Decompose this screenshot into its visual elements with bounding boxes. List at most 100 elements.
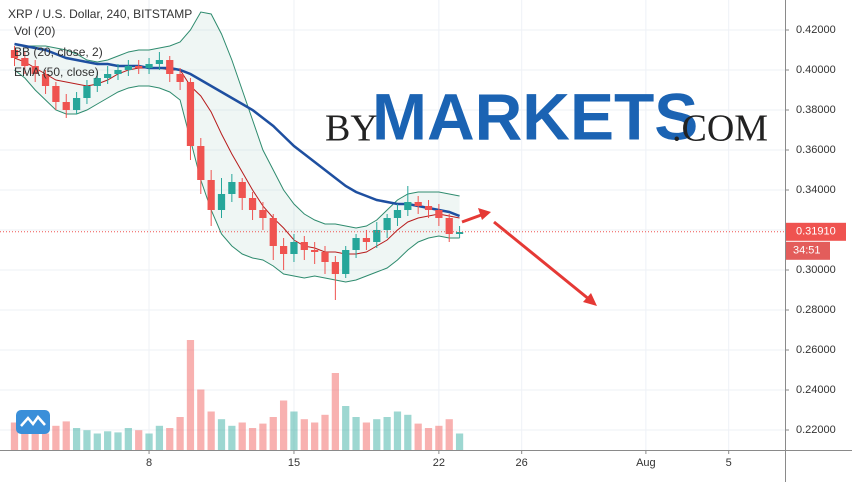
watermark: BY MARKETS .COM [325,79,768,153]
candle-body [207,180,215,210]
bollinger-lower [14,69,460,283]
candle-body [10,50,19,58]
last-price-label: 0.31910 [796,226,836,238]
volume-bar [93,433,101,450]
candle-body [393,210,402,218]
y-tick-label: 0.38000 [796,104,836,116]
x-tick-label: 15 [288,457,300,469]
candle-body [259,210,267,218]
volume-bar [114,432,122,450]
volume-bar [124,428,132,450]
candle-body [383,218,391,230]
volume-bar [259,423,267,450]
candle-body [72,98,81,110]
arrow-up [461,212,485,224]
last-price-box [786,222,846,241]
candle-body [279,246,288,254]
bollinger-basis [14,57,460,255]
volume-bar [21,430,29,450]
candle-body [155,60,164,64]
volume-bar [311,422,319,450]
legend-title: XRP / U.S. Dollar, 240, BITSTAMP [8,7,192,21]
volume-bar [104,431,112,450]
legend-indicator: EMA (50, close) [14,65,99,79]
y-tick-label: 0.30000 [796,264,836,276]
volume-bar [52,425,60,450]
candle-body [31,66,39,74]
candle-body [248,198,257,210]
candle-body [166,60,174,74]
volume-bar [300,419,308,450]
volume-bar [424,428,433,450]
candle-body [311,250,319,252]
volume-bar [321,414,329,450]
volume-bar [228,425,236,450]
y-tick-label: 0.24000 [796,384,836,396]
candle-body [238,182,246,198]
volume-bar [269,417,277,450]
x-tick-label: 8 [146,457,152,469]
volume-bar [393,411,402,450]
candle-body [362,238,371,242]
candle-body [445,218,453,234]
volume-bar [217,419,226,450]
volume-bar [383,417,391,450]
candle-body [176,74,184,82]
volume-bar [279,400,288,450]
volume-bar [342,406,350,450]
logo-icon [20,414,46,427]
logo [16,410,50,434]
volume-bar [238,422,246,450]
volume-bar [373,419,381,450]
legend-indicator: BB (20, close, 2) [14,45,103,59]
volume-bar [166,428,174,450]
candle-body [186,82,195,146]
candle-body [124,66,132,70]
candle-body [373,230,381,242]
y-tick-label: 0.36000 [796,144,836,156]
countdown-label: 34:51 [793,245,821,257]
candle-body [290,242,298,254]
y-tick-label: 0.22000 [796,424,836,436]
candle-body [135,66,143,68]
candle-body [414,202,422,206]
candle-body [331,262,339,274]
watermark-suffix: .COM [672,108,768,150]
legend: XRP / U.S. Dollar, 240, BITSTAMP Vol (20… [8,7,192,79]
arrow-head [478,208,491,220]
bollinger-fill [14,12,460,282]
annotation-arrows [461,208,597,306]
candle-body [217,194,226,210]
candle-body [114,70,122,74]
candle-body [41,74,50,86]
ema-line [14,42,461,218]
volume-bar [352,417,360,450]
y-tick-label: 0.28000 [796,304,836,316]
candle-body [62,102,70,110]
candle-body [52,86,60,102]
volume-bar [31,428,39,450]
y-tick-label: 0.42000 [796,24,836,36]
volume-bar [362,422,371,450]
arrow-down [493,220,591,302]
volume-bar [41,433,50,450]
x-tick-label: 26 [516,457,528,469]
bollinger-upper [14,11,460,229]
y-tick-label: 0.40000 [796,64,836,76]
volume-bar [145,433,153,450]
countdown-box [786,241,830,260]
volume-bar [455,433,464,450]
candle-body [197,146,205,180]
volume-bar [62,421,70,450]
volume-bar [155,425,164,450]
grid [0,0,785,450]
candle-body [93,78,101,86]
candle-body [404,202,412,210]
arrow-head [583,293,597,306]
volume-bar [10,422,19,450]
candle-body [21,58,29,66]
volume-bar [414,423,422,450]
candle-body [104,74,112,78]
candle-body [83,86,91,98]
